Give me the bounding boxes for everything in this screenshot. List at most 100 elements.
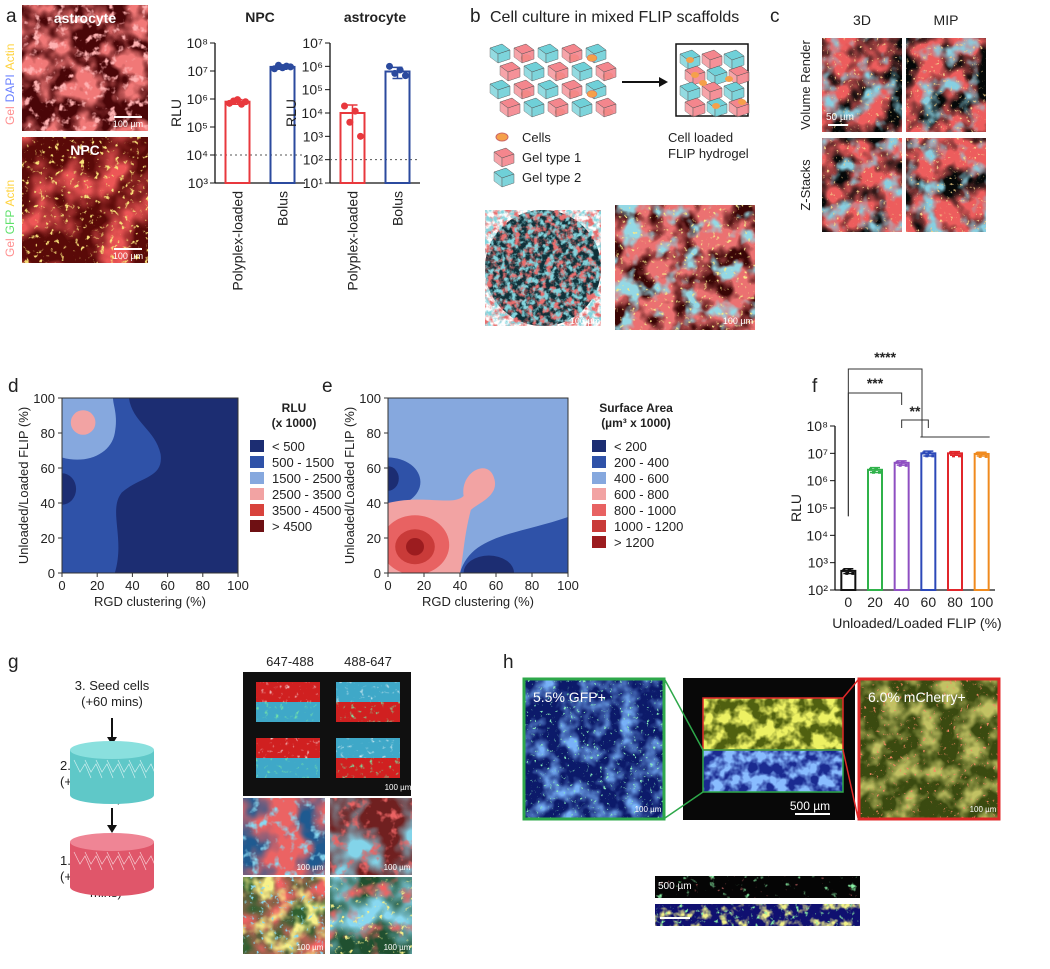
stain-word: Actin <box>3 180 17 207</box>
scale-label: 500 µm <box>658 881 692 892</box>
data-point <box>346 118 354 126</box>
y-axis-label: RLU <box>788 494 804 522</box>
data-point-cluster <box>875 467 878 471</box>
x-tick-label: 60 <box>921 594 937 610</box>
legend-swatch <box>592 536 606 548</box>
contour-chart: 0 20 40 60 80 100 0 20 40 60 80 100 RGD clustering (… <box>342 391 683 609</box>
x-tick-label: 0 <box>58 578 65 593</box>
y-tick-label: 10² <box>808 582 829 598</box>
legend-label: Cells <box>522 130 551 145</box>
y-axis-label: Unloaded/Loaded FLIP (%) <box>342 407 357 564</box>
legend-label: 200 - 400 <box>614 455 669 470</box>
data-point-cluster <box>975 451 979 455</box>
significance-bracket <box>847 368 923 517</box>
x-tick-label: 0 <box>384 578 391 593</box>
data-point-cluster <box>949 451 952 455</box>
stain-word: Gel <box>3 238 17 257</box>
gel-particle-side <box>692 103 706 118</box>
zoom-line <box>664 679 704 819</box>
gel-particle-side <box>555 67 569 82</box>
data-point <box>402 72 409 80</box>
bar <box>893 461 910 591</box>
image-texture <box>858 678 1000 820</box>
image-texture <box>523 678 665 820</box>
cylinder-texture <box>117 851 136 871</box>
data-point-cluster <box>922 451 926 455</box>
contour-region <box>388 457 421 507</box>
image-texture <box>336 702 400 722</box>
micrograph <box>906 138 986 232</box>
x-axis-label: RGD clustering (%) <box>94 594 206 609</box>
y-tick-label: 80 <box>41 426 55 441</box>
bar <box>920 452 937 592</box>
micrograph <box>523 678 665 820</box>
image-texture <box>243 877 325 954</box>
data-point-cluster <box>878 470 881 474</box>
micrograph <box>243 877 325 954</box>
data-point-cluster <box>845 571 849 575</box>
scale-label: 100 µm <box>297 863 324 872</box>
legend-label: < 200 <box>614 439 647 454</box>
data-point-cluster <box>848 568 852 572</box>
image-texture <box>256 738 320 758</box>
scale-label: 100 µm <box>570 316 600 326</box>
legend-title: (x 1000) <box>272 416 317 430</box>
y-tick-label: 10² <box>303 152 324 168</box>
stain-word: Gel <box>3 106 17 125</box>
data-point-cluster <box>984 454 988 458</box>
panel-label: c <box>770 6 780 27</box>
legend-swatch <box>250 456 264 468</box>
y-axis-label: Unloaded/Loaded FLIP (%) <box>16 407 31 564</box>
data-point-cluster <box>981 451 985 455</box>
y-tick-label: 10⁷ <box>302 35 323 51</box>
gel-particle-side <box>507 67 521 82</box>
gel-particle-side <box>603 103 617 118</box>
legend-title: (µm³ x 1000) <box>601 416 671 430</box>
data-point-cluster <box>901 460 905 464</box>
gel-particle-side <box>531 67 545 82</box>
cylinder-texture <box>106 851 125 871</box>
y-tick-label: 10⁸ <box>187 35 209 51</box>
micrograph <box>22 137 148 263</box>
cylinder-texture <box>139 851 158 871</box>
gel-particle-side <box>736 103 750 118</box>
render-top <box>336 682 400 702</box>
gel-particle-side <box>579 67 593 82</box>
legend-label: Gel type 2 <box>522 170 581 185</box>
legend-swatch <box>250 520 264 532</box>
gel-particle-side <box>501 173 515 188</box>
y-tick-label: 10⁴ <box>806 527 828 543</box>
zoom-line <box>842 679 859 819</box>
legend-cell <box>495 132 509 142</box>
data-point-cluster <box>955 451 958 455</box>
cylinder-texture <box>95 759 114 779</box>
step-label: (+60 mins) <box>81 694 143 709</box>
column-header: 488-647 <box>344 654 392 669</box>
zoom-box <box>702 749 844 793</box>
data-point <box>391 69 399 77</box>
significance-bracket <box>847 392 903 517</box>
arrow-head <box>107 825 117 833</box>
gel-particle-side <box>497 49 511 64</box>
cell <box>586 90 598 98</box>
render-top <box>336 738 400 758</box>
y-tick-label: 10³ <box>808 555 829 571</box>
significance-bracket <box>901 419 929 428</box>
micrograph <box>655 876 860 898</box>
y-tick-label: 60 <box>367 461 381 476</box>
y-tick-label: 10⁶ <box>807 473 828 489</box>
y-tick-label: 10⁷ <box>807 445 828 461</box>
legend-label: 3500 - 4500 <box>272 503 341 518</box>
image-texture <box>615 205 755 330</box>
cylinder-texture <box>73 851 92 871</box>
scale-label: 100 µm <box>384 943 411 952</box>
data-point-cluster <box>872 470 875 474</box>
y-tick-label: 10⁶ <box>302 58 323 74</box>
cylinder-texture <box>73 759 92 779</box>
x-tick-label: 100 <box>970 594 994 610</box>
scale-label: 100 µm <box>384 863 411 872</box>
cylinder-body <box>70 750 154 804</box>
cell <box>699 80 707 86</box>
render-bottom <box>336 758 400 778</box>
y-tick-label: 60 <box>41 461 55 476</box>
